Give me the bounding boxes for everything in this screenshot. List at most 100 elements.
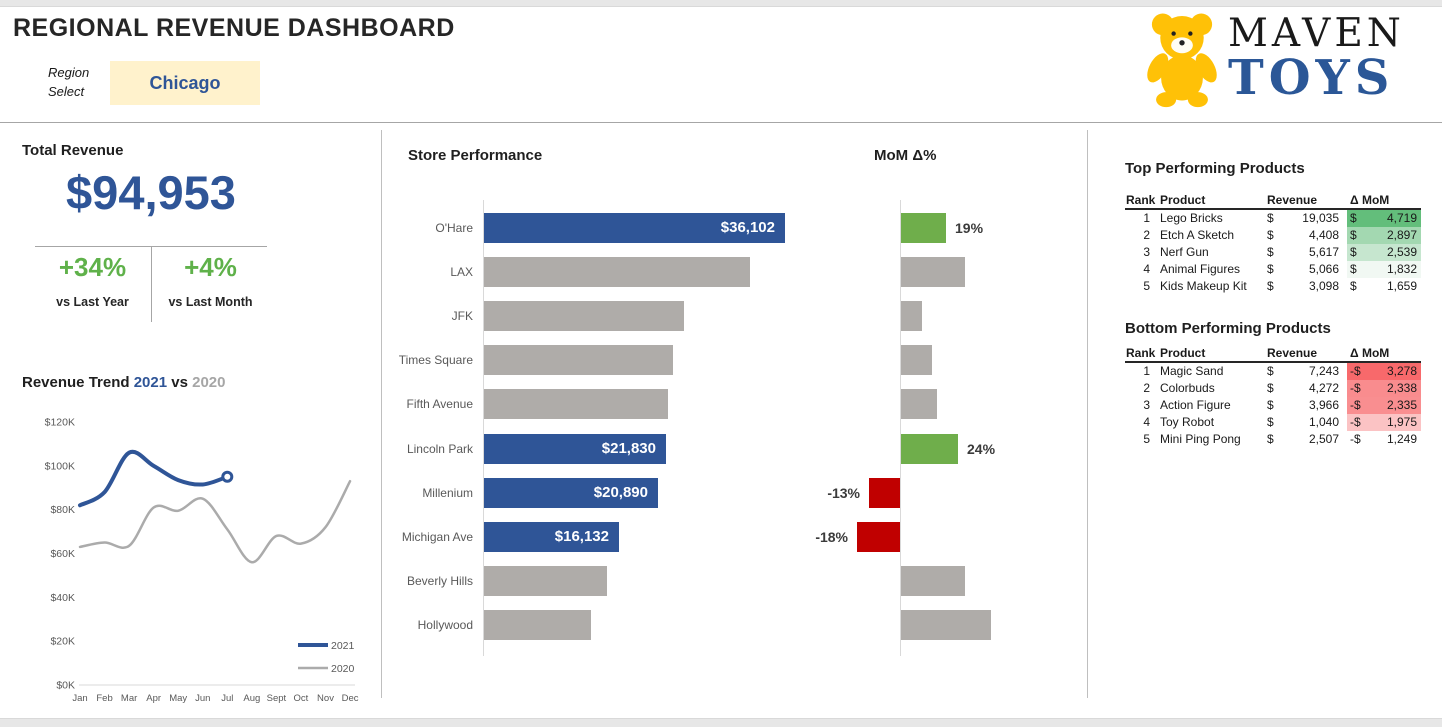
trend-x-tick: Mar bbox=[121, 693, 137, 704]
teddy-bear-icon bbox=[1147, 13, 1217, 108]
bottom-product-row: 5 Mini Ping Pong $2,507 -$ 1,249 bbox=[1125, 431, 1421, 448]
mom-value: 1,659 bbox=[1386, 279, 1417, 293]
trend-title-2020: 2020 bbox=[192, 374, 226, 391]
mom-delta-bar bbox=[901, 213, 946, 243]
mom-currency: -$ bbox=[1350, 415, 1361, 429]
revenue-value: 1,040 bbox=[1308, 415, 1339, 429]
product-rank: 2 bbox=[1143, 381, 1150, 395]
top-product-row: 5 Kids Makeup Kit $3,098 $1,659 bbox=[1125, 278, 1421, 295]
bottom-product-row: 1 Magic Sand $7,243 -$ 3,278 bbox=[1125, 363, 1421, 380]
mom-delta-bar bbox=[901, 609, 991, 640]
mom-delta-bar bbox=[901, 345, 932, 376]
mom-delta-bar bbox=[901, 433, 958, 464]
mom-delta-cell: -$ 1,975 bbox=[1347, 414, 1421, 431]
trend-y-tick: $40K bbox=[50, 592, 75, 604]
trend-title-prefix: Revenue Trend bbox=[22, 374, 134, 391]
trend-chart-title: Revenue Trend 2021 vs 2020 bbox=[22, 374, 225, 391]
region-slicer[interactable]: Chicago bbox=[110, 61, 260, 105]
region-label-line2: Select bbox=[48, 84, 85, 99]
top-product-row: 1 Lego Bricks $19,035 $4,719 bbox=[1125, 210, 1421, 227]
product-rank: 3 bbox=[1143, 245, 1150, 259]
gap bbox=[1339, 397, 1347, 414]
product-name: Colorbuds bbox=[1160, 381, 1215, 395]
mom-delta-cell: -$ 2,335 bbox=[1347, 397, 1421, 414]
kpi-rule-vertical bbox=[151, 246, 152, 322]
store-bar-value-label: $21,830 bbox=[601, 439, 656, 457]
revenue-value: 5,066 bbox=[1308, 262, 1339, 276]
mom-currency: -$ bbox=[1350, 398, 1361, 412]
bottom-product-row: 2 Colorbuds $4,272 -$ 2,338 bbox=[1125, 380, 1421, 397]
top-edge-strip bbox=[0, 0, 1442, 7]
store-chart-axis bbox=[483, 200, 484, 656]
header-divider bbox=[0, 122, 1442, 123]
store-category-label: Fifth Avenue bbox=[406, 397, 474, 412]
trend-y-tick: $80K bbox=[50, 504, 75, 516]
store-revenue-bar bbox=[484, 389, 668, 420]
mom-delta-cell: $4,719 bbox=[1347, 210, 1421, 227]
revenue-value: 7,243 bbox=[1308, 364, 1339, 378]
trend-title-2021: 2021 bbox=[133, 374, 168, 391]
trend-x-tick: Oct bbox=[294, 693, 309, 704]
store-bar-value-label: $16,132 bbox=[554, 527, 609, 545]
store-category-label: Hollywood bbox=[417, 617, 473, 632]
mom-currency: $ bbox=[1350, 279, 1357, 293]
trend-y-tick: $100K bbox=[45, 460, 75, 472]
gap bbox=[1339, 431, 1347, 448]
product-name: Action Figure bbox=[1160, 398, 1231, 412]
mom-delta-cell: -$ 1,249 bbox=[1347, 431, 1421, 448]
revenue-value: 2,507 bbox=[1308, 432, 1339, 446]
trend-x-tick: Feb bbox=[96, 693, 112, 704]
trend-x-tick: Jun bbox=[195, 693, 210, 704]
mom-value: 1,832 bbox=[1386, 262, 1417, 276]
store-bar-value-label: $20,890 bbox=[593, 483, 648, 501]
mom-delta-cell: -$ 3,278 bbox=[1347, 363, 1421, 380]
bottom-edge-strip bbox=[0, 718, 1442, 727]
revenue-trend-line-chart: $0K $20K $40K $60K $80K $100K $120K Jan Feb Mar Ap… bbox=[45, 417, 359, 705]
store-revenue-bar bbox=[484, 345, 673, 376]
trend-y-tick: $0K bbox=[56, 680, 75, 692]
mom-currency: $ bbox=[1350, 262, 1357, 276]
mom-currency: $ bbox=[1350, 211, 1357, 225]
mom-delta-bar bbox=[869, 477, 900, 508]
product-rank: 5 bbox=[1143, 432, 1150, 446]
product-name: Nerf Gun bbox=[1160, 245, 1209, 259]
gap bbox=[1339, 278, 1347, 295]
product-name: Magic Sand bbox=[1160, 364, 1224, 378]
top-product-row: 3 Nerf Gun $5,617 $2,539 bbox=[1125, 244, 1421, 261]
trend-x-tick: Sept bbox=[267, 693, 287, 704]
trend-y-tick: $20K bbox=[50, 636, 75, 648]
mom-currency: $ bbox=[1350, 245, 1357, 259]
total-revenue-value: $94,953 bbox=[66, 166, 236, 219]
product-name: Etch A Sketch bbox=[1160, 228, 1235, 242]
product-rank: 3 bbox=[1143, 398, 1150, 412]
store-category-label: Lincoln Park bbox=[406, 441, 473, 456]
mom-delta-bar bbox=[901, 389, 937, 420]
mom-currency: -$ bbox=[1350, 381, 1361, 395]
logo-brand-bottom: TOYS bbox=[1228, 50, 1395, 106]
revenue-currency: $ bbox=[1267, 364, 1274, 378]
vs-last-year-value: +34% bbox=[58, 252, 127, 282]
left-panel-divider bbox=[381, 130, 382, 698]
mom-currency: $ bbox=[1350, 228, 1357, 242]
revenue-currency: $ bbox=[1267, 279, 1274, 293]
mom-delta-bar bbox=[901, 257, 965, 288]
mom-delta-title: MoM Δ% bbox=[874, 147, 937, 164]
bottom-product-row: 4 Toy Robot $1,040 -$ 1,975 bbox=[1125, 414, 1421, 431]
logo-wordmark: MAVEN TOYS bbox=[1224, 6, 1405, 110]
product-rank: 2 bbox=[1143, 228, 1150, 242]
trend-x-tick: Dec bbox=[342, 693, 359, 704]
mom-value: 4,719 bbox=[1386, 211, 1417, 225]
mom-chart-axis bbox=[900, 200, 901, 656]
page-title: REGIONAL REVENUE DASHBOARD bbox=[13, 14, 455, 42]
store-revenue-bar: $21,830 bbox=[484, 433, 666, 464]
bottom-products-title: Bottom Performing Products bbox=[1125, 320, 1331, 337]
product-name: Kids Makeup Kit bbox=[1160, 279, 1247, 293]
revenue-currency: $ bbox=[1267, 245, 1274, 259]
mom-delta-cell: $2,897 bbox=[1347, 227, 1421, 244]
trend-x-tick: Jul bbox=[221, 693, 233, 704]
revenue-value: 5,617 bbox=[1308, 245, 1339, 259]
product-rank: 1 bbox=[1143, 364, 1150, 378]
store-category-label: Millenium bbox=[422, 485, 473, 500]
col-revenue-header: Revenue bbox=[1267, 193, 1318, 207]
product-name: Animal Figures bbox=[1160, 262, 1241, 276]
